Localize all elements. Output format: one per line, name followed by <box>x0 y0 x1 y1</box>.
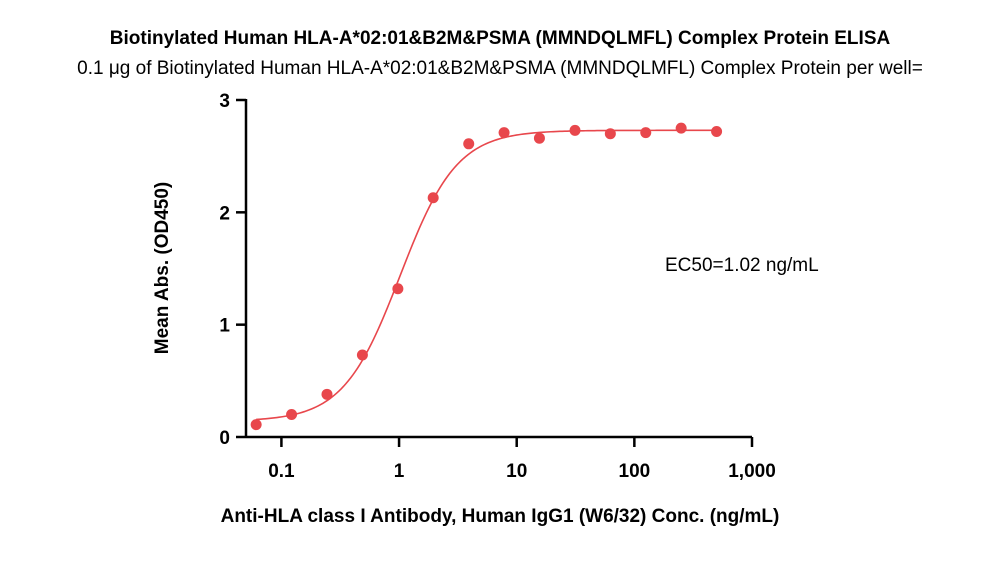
data-point <box>392 283 404 295</box>
data-point <box>533 132 545 144</box>
chart-title: Biotinylated Human HLA-A*02:01&B2M&PSMA … <box>109 28 891 49</box>
data-point <box>427 192 439 204</box>
data-point <box>569 124 581 136</box>
data-point <box>604 128 616 140</box>
data-point <box>250 419 262 431</box>
data-point <box>640 127 652 139</box>
axes: 0 1 2 3 0.1 1 10 100 1,000 <box>219 91 775 482</box>
data-point <box>286 409 298 421</box>
ec50-annotation: EC50=1.02 ng/mL <box>665 255 819 276</box>
data-point <box>675 122 687 134</box>
data-point <box>711 125 723 137</box>
y-tick-label: 1 <box>219 316 230 337</box>
data-point <box>498 127 510 139</box>
x-tick-label: 10 <box>506 461 527 482</box>
x-tick-label: 0.1 <box>268 461 295 482</box>
chart-subtitle: 0.1 μg of Biotinylated Human HLA-A*02:01… <box>77 58 923 79</box>
fit-curve-layer <box>256 129 717 421</box>
y-axis-title: Mean Abs. (OD450) <box>152 182 173 354</box>
x-tick-label: 1 <box>394 461 405 482</box>
y-tick-label: 2 <box>219 203 230 224</box>
data-points-layer <box>250 122 723 431</box>
data-point <box>321 388 333 400</box>
y-tick-label: 0 <box>219 428 230 449</box>
fit-curve <box>256 129 717 421</box>
x-tick-label: 1,000 <box>728 461 776 482</box>
x-tick-label: 100 <box>619 461 651 482</box>
x-axis-title: Anti-HLA class I Antibody, Human IgG1 (W… <box>221 506 780 527</box>
data-point <box>463 138 475 150</box>
y-tick-label: 3 <box>219 91 230 112</box>
data-point <box>356 349 368 361</box>
